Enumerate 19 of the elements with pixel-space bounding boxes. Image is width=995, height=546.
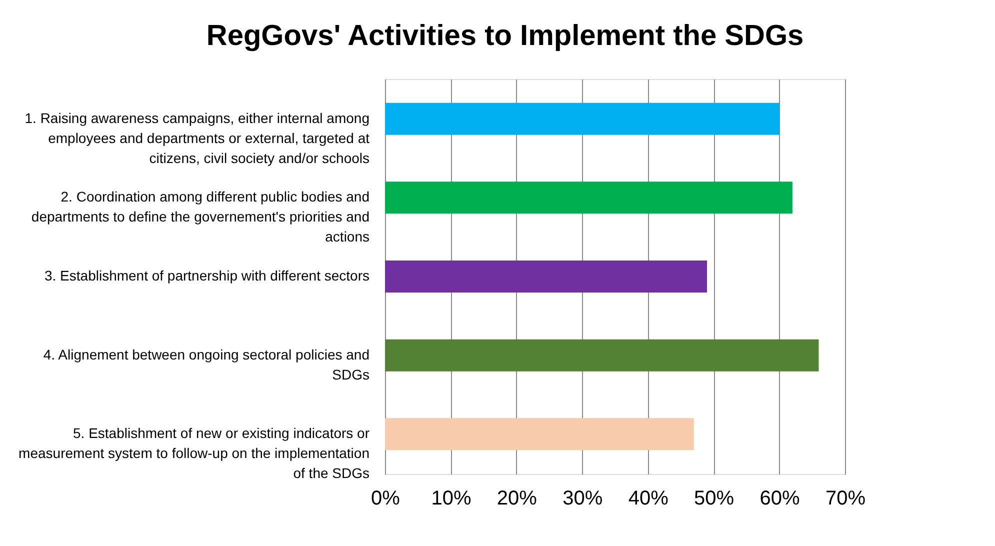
bar: [385, 182, 792, 214]
y-tick-label: 3. Establishment of partnership with different sectors: [44, 268, 370, 284]
y-tick-label: 5. Establishment of new or existing indicators or measurement system to follow-up on the implementation of the SDGs: [18, 425, 370, 482]
x-tick-label: 20%: [496, 488, 538, 510]
y-tick-label: 4. Alignement between ongoing sectoral policies and SDGs: [43, 346, 370, 382]
x-tick-label: 0%: [371, 488, 400, 510]
x-tick-label: 70%: [825, 488, 866, 510]
x-tick-label: 30%: [562, 488, 603, 510]
bar: [385, 418, 694, 450]
x-tick-label: 40%: [628, 488, 669, 510]
bar: [385, 260, 707, 292]
x-tick-label: 60%: [760, 488, 800, 510]
bar: [385, 339, 819, 372]
chart-title: RegGovs' Activities to Implement the SDGs: [206, 20, 804, 52]
x-tick-label: 10%: [431, 488, 472, 510]
y-tick-label: 1. Raising awareness campaigns, either internal among employees and departments or external, targeted at citizens, civil society and/or schools: [24, 110, 370, 166]
x-tick-label: 50%: [694, 488, 734, 510]
bar: [385, 102, 780, 135]
y-tick-label: 2. Coordination among different public bodies and departments to define the governement's priorities and actions: [31, 188, 370, 245]
